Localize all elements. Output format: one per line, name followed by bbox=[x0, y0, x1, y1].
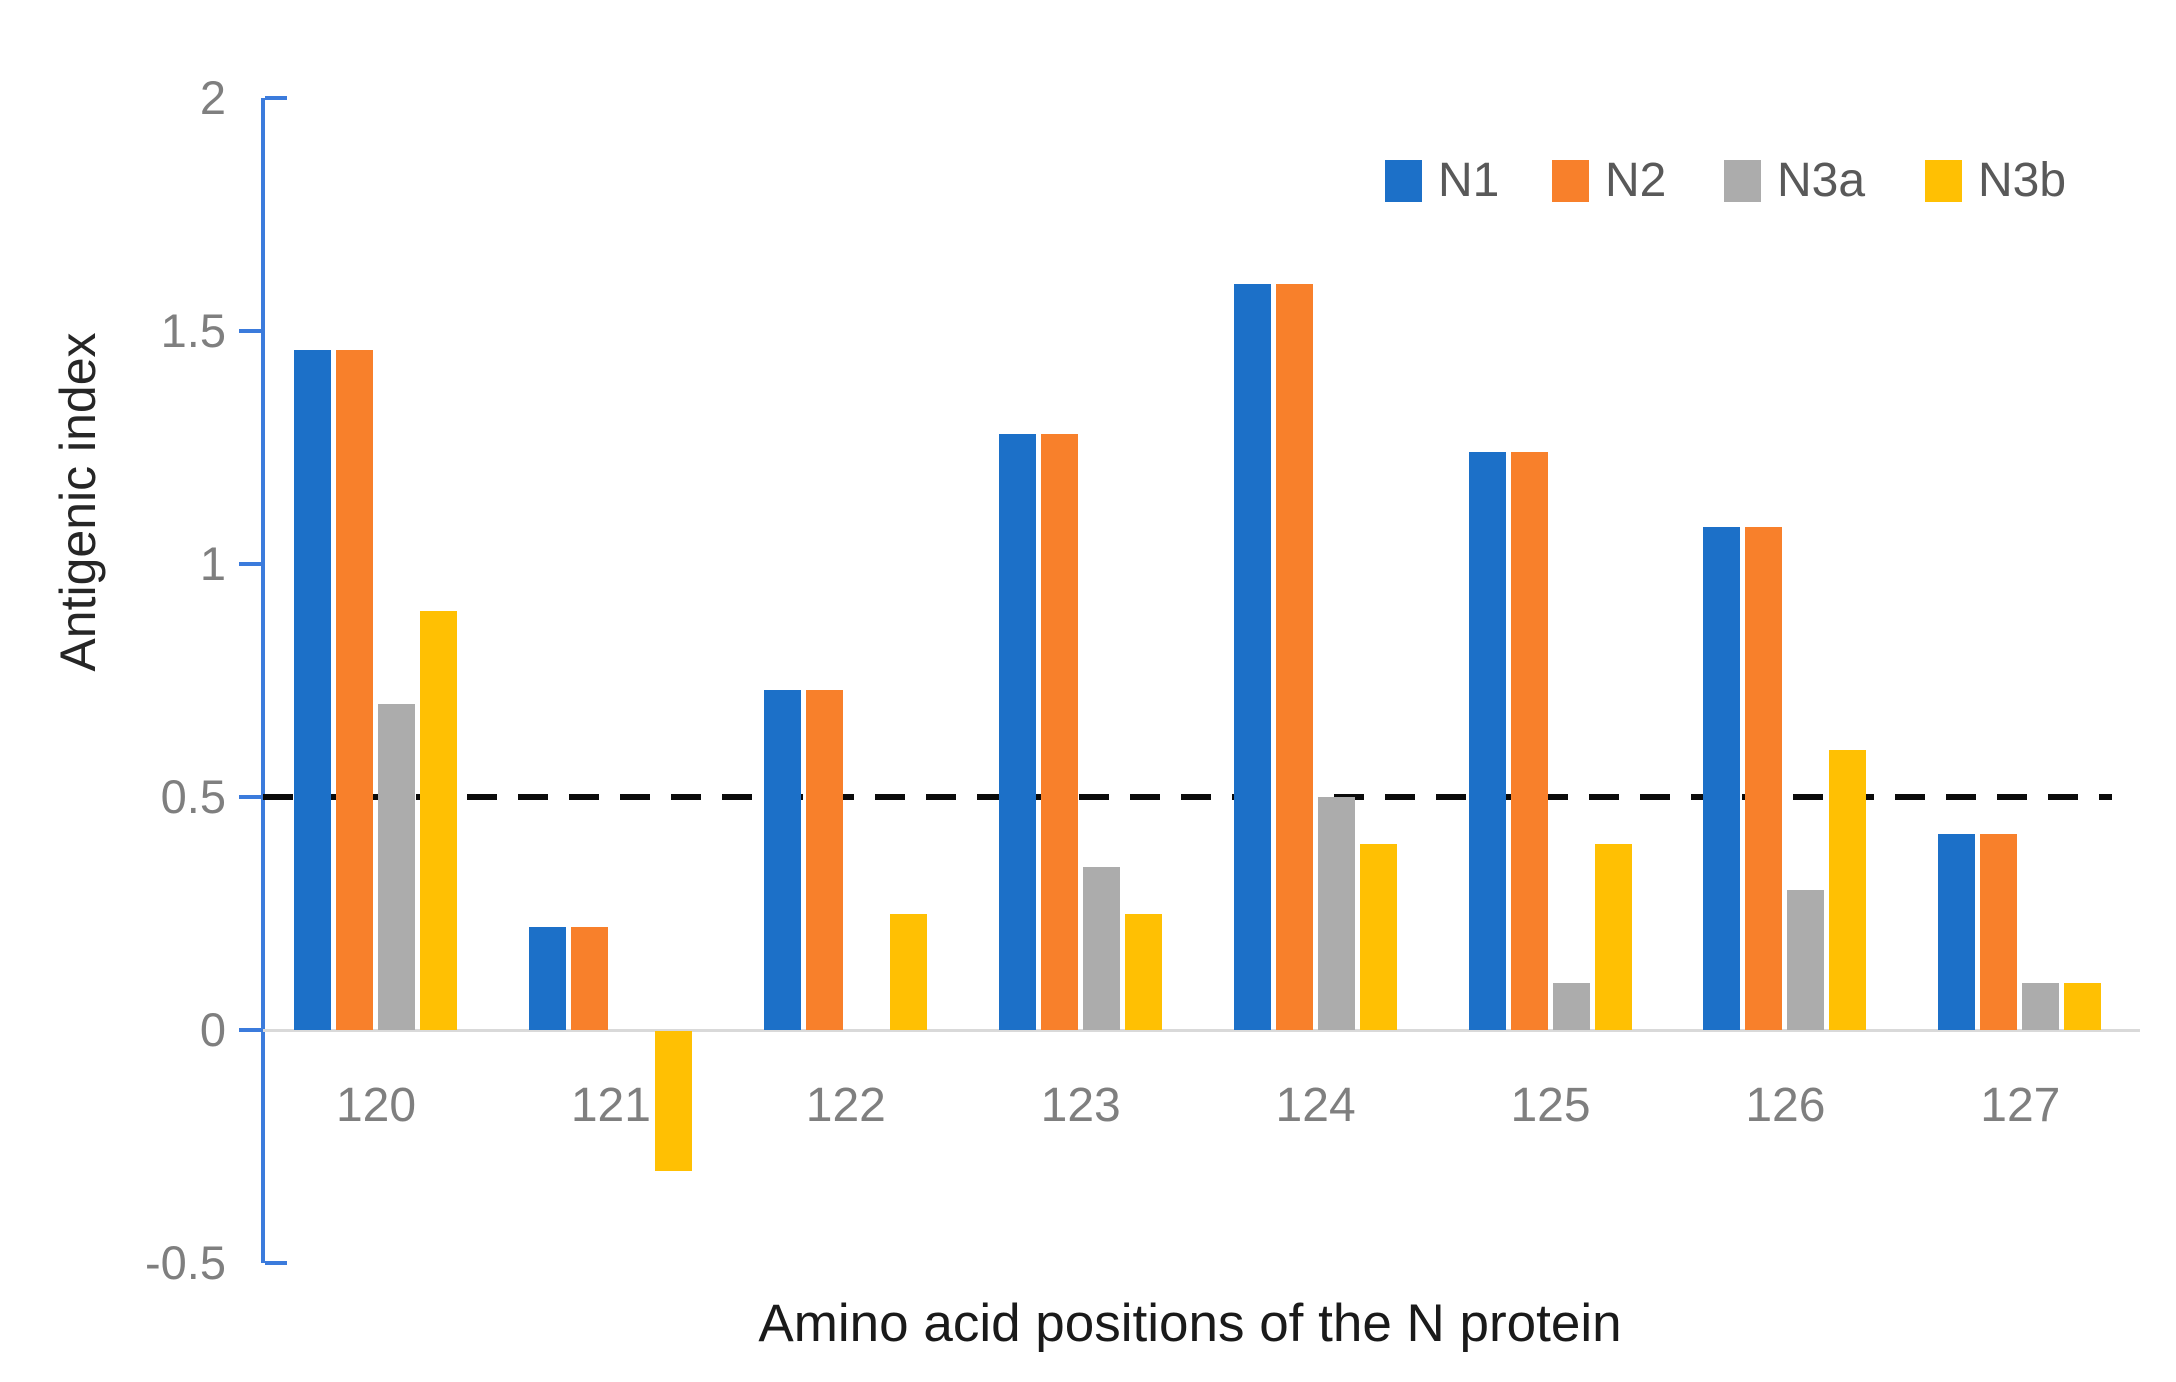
bar-N2-127 bbox=[1980, 834, 2018, 1030]
bar-N1-126 bbox=[1703, 526, 1741, 1030]
bar-N3a-126 bbox=[1787, 890, 1825, 1030]
bar-N2-125 bbox=[1510, 452, 1548, 1030]
x-category-label: 122 bbox=[805, 1079, 886, 1132]
y-axis-line bbox=[261, 98, 265, 1263]
legend-item-N3a: N3a bbox=[1724, 154, 1884, 207]
bar-N2-120 bbox=[336, 349, 373, 1030]
legend-label: N2 bbox=[1605, 154, 1667, 207]
bar-N1-120 bbox=[294, 349, 331, 1030]
x-category-label: 124 bbox=[1275, 1079, 1356, 1132]
y-tick-label: 0.5 bbox=[160, 770, 226, 823]
bar-N2-126 bbox=[1745, 526, 1783, 1030]
y-tick-mark bbox=[239, 562, 261, 566]
bar-N3a-124 bbox=[1317, 797, 1355, 1030]
legend-swatch-N3b bbox=[1925, 160, 1962, 202]
y-tick-mark bbox=[239, 795, 261, 799]
bar-N3b-126 bbox=[1829, 750, 1867, 1030]
legend-item-N3b: N3b bbox=[1925, 154, 2085, 207]
bar-N1-123 bbox=[998, 433, 1036, 1030]
legend-label: N3a bbox=[1777, 154, 1866, 207]
y-tick-label: 1 bbox=[199, 537, 226, 590]
legend-swatch-N3a bbox=[1724, 160, 1761, 202]
bar-N1-121 bbox=[528, 927, 566, 1030]
bar-N2-121 bbox=[570, 927, 608, 1030]
legend-label: N1 bbox=[1438, 154, 1500, 207]
bar-N3b-124 bbox=[1359, 843, 1397, 1030]
y-tick-mark bbox=[239, 1028, 261, 1032]
x-axis-baseline bbox=[263, 1029, 2140, 1032]
y-tick-label: 1.5 bbox=[160, 304, 226, 357]
x-category-label: 126 bbox=[1745, 1079, 1826, 1132]
bar-N3b-122 bbox=[889, 913, 927, 1030]
y-tick-mark bbox=[265, 1261, 287, 1265]
bar-N1-127 bbox=[1938, 834, 1976, 1030]
bar-N1-125 bbox=[1468, 452, 1506, 1030]
bar-N1-124 bbox=[1233, 284, 1271, 1030]
bar-N3b-127 bbox=[2064, 983, 2102, 1030]
bar-N3b-120 bbox=[420, 610, 457, 1030]
bar-N3b-125 bbox=[1594, 843, 1632, 1030]
bar-N1-122 bbox=[763, 689, 801, 1030]
y-tick-mark bbox=[265, 96, 287, 100]
legend-swatch-N2 bbox=[1552, 160, 1589, 202]
legend-label: N3b bbox=[1978, 154, 2067, 207]
y-tick-label: 0 bbox=[199, 1003, 226, 1056]
x-category-label: 123 bbox=[1040, 1079, 1121, 1132]
y-tick-mark bbox=[239, 329, 261, 333]
threshold-dashed-line bbox=[263, 794, 2112, 800]
bar-N2-122 bbox=[805, 689, 843, 1030]
x-axis-title: Amino acid positions of the N protein bbox=[758, 1294, 1622, 1353]
y-axis-title: Antigenic index bbox=[50, 332, 106, 672]
bar-N3a-125 bbox=[1552, 983, 1590, 1030]
bar-N3a-123 bbox=[1082, 866, 1120, 1030]
bar-N2-123 bbox=[1040, 433, 1078, 1030]
legend-swatch-N1 bbox=[1385, 160, 1422, 202]
y-tick-label: -0.5 bbox=[145, 1236, 226, 1289]
bar-N3a-120 bbox=[378, 703, 415, 1030]
legend-item-N2: N2 bbox=[1552, 154, 1712, 207]
x-category-label: 125 bbox=[1510, 1079, 1591, 1132]
bar-N3b-121 bbox=[654, 1031, 692, 1171]
bar-N3a-127 bbox=[2022, 983, 2060, 1030]
x-category-label: 121 bbox=[570, 1079, 651, 1132]
bar-N3b-123 bbox=[1124, 913, 1162, 1030]
legend-item-N1: N1 bbox=[1385, 154, 1545, 207]
y-tick-label: 2 bbox=[199, 71, 226, 124]
x-category-label: 120 bbox=[335, 1079, 417, 1132]
bar-N2-124 bbox=[1275, 284, 1313, 1030]
x-category-label: 127 bbox=[1980, 1079, 2061, 1132]
